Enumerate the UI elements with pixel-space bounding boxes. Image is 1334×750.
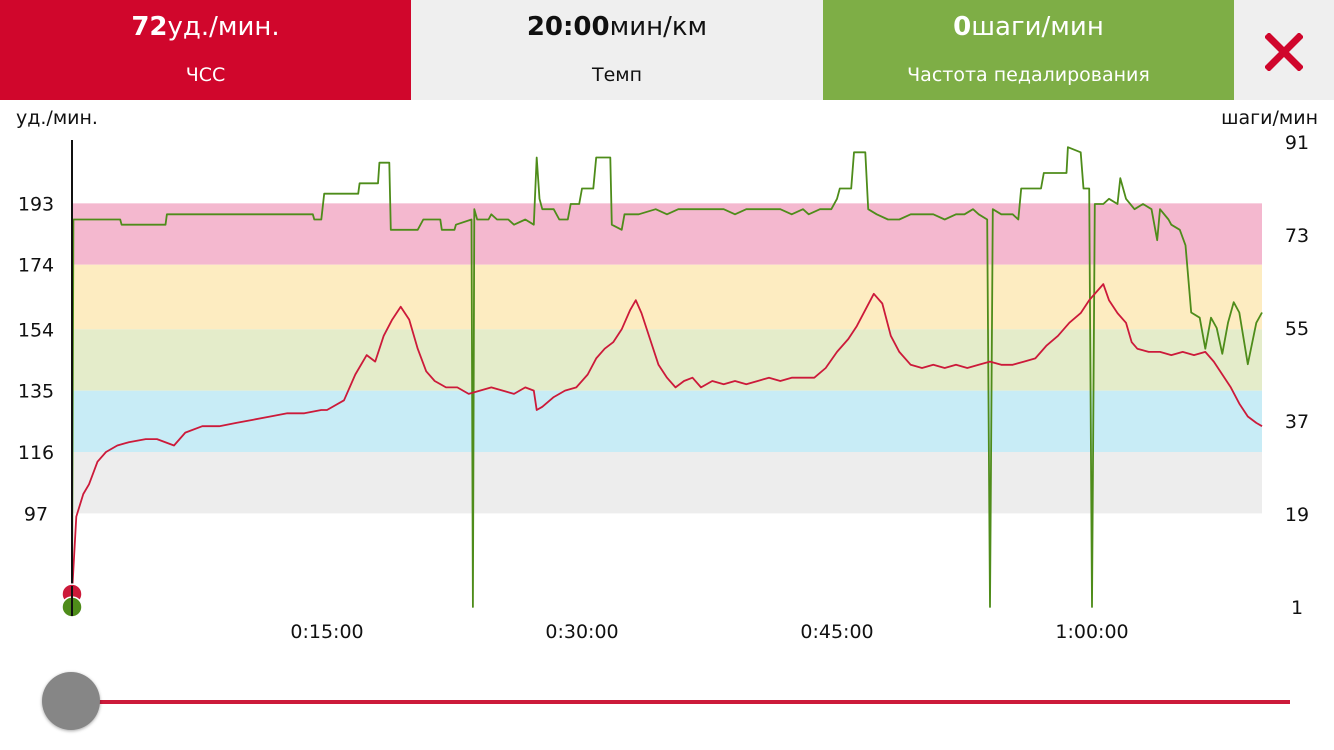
- pace-label: Темп: [591, 64, 643, 86]
- pace-tile[interactable]: 20:00мин/км Темп: [411, 0, 823, 100]
- heart-rate-value-line: 72уд./мин.: [0, 12, 411, 42]
- left-tick-label: 193: [18, 193, 54, 215]
- pace-value: 20:00: [526, 12, 610, 42]
- cadence-unit: шаги/мин: [971, 12, 1104, 42]
- x-tick-label: 0:15:00: [290, 621, 363, 643]
- right-tick-label: 1: [1291, 597, 1303, 619]
- left-axis-ticks: 193 174 154 135 116 97: [18, 193, 54, 525]
- right-axis-label: шаги/мин: [1221, 107, 1318, 129]
- cursor-markers: [61, 583, 83, 618]
- zone-band-2: [72, 329, 1262, 391]
- x-tick-label: 0:30:00: [545, 621, 618, 643]
- left-tick-label: 174: [18, 255, 54, 277]
- right-tick-label: 55: [1285, 318, 1309, 340]
- heart-rate-tile[interactable]: 72уд./мин. ЧСС: [0, 0, 411, 100]
- series-layer: [71, 146, 1263, 608]
- activity-chart: уд./мин. шаги/мин 193 174 154 135 116 97 91 73…: [16, 107, 1318, 643]
- left-tick-label: 97: [24, 503, 48, 525]
- cadence-value-line: 0шаги/мин: [823, 12, 1234, 42]
- left-axis-label: уд./мин.: [16, 107, 98, 129]
- zone-band-0: [72, 203, 1262, 265]
- heart-rate-value: 72: [131, 12, 168, 42]
- left-tick-label: 135: [18, 381, 54, 403]
- right-tick-label: 73: [1285, 225, 1309, 247]
- heart-rate-zones: [72, 203, 1262, 514]
- cadence-series-line: [71, 146, 1263, 608]
- close-x-icon: [1265, 33, 1303, 71]
- left-tick-label: 116: [18, 442, 54, 464]
- slider-thumb[interactable]: [42, 672, 100, 730]
- zone-band-4: [72, 452, 1262, 514]
- right-tick-label: 37: [1285, 411, 1309, 433]
- pace-unit: мин/км: [609, 12, 708, 42]
- hr-series-line: [71, 283, 1263, 595]
- heart-rate-unit: уд./мин.: [167, 12, 280, 42]
- close-button[interactable]: [1234, 0, 1334, 100]
- cadence-value: 0: [953, 12, 972, 42]
- pace-value-line: 20:00мин/км: [411, 12, 823, 42]
- slider-track[interactable]: [70, 700, 1290, 704]
- right-tick-label: 91: [1285, 132, 1309, 154]
- right-axis-ticks: 91 73 55 37 19 1: [1285, 132, 1309, 619]
- metrics-header: 72уд./мин. ЧСС 20:00мин/км Темп 0шаги/ми…: [0, 0, 1334, 100]
- right-tick-label: 19: [1285, 504, 1309, 526]
- heart-rate-label: ЧСС: [185, 64, 226, 86]
- timeline-slider[interactable]: [0, 660, 1334, 750]
- x-axis-ticks: 0:15:00 0:30:00 0:45:00 1:00:00: [290, 621, 1128, 643]
- left-tick-label: 154: [18, 319, 54, 341]
- zone-band-1: [72, 264, 1262, 330]
- x-tick-label: 1:00:00: [1055, 621, 1128, 643]
- cadence-label: Частота педалирования: [907, 64, 1150, 86]
- x-tick-label: 0:45:00: [800, 621, 873, 643]
- zone-band-3: [72, 390, 1262, 452]
- cadence-tile[interactable]: 0шаги/мин Частота педалирования: [823, 0, 1234, 100]
